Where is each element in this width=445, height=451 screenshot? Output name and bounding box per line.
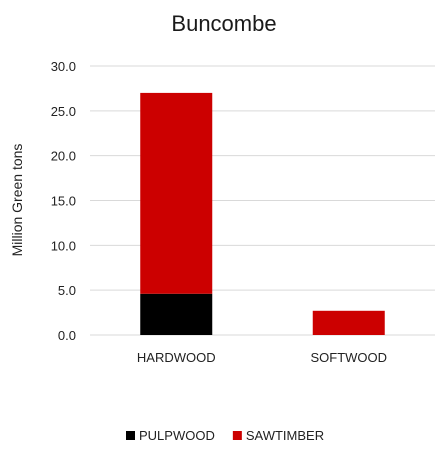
legend-swatch-pulpwood xyxy=(126,431,135,440)
x-tick-label: SOFTWOOD xyxy=(310,350,387,365)
y-tick-label: 5.0 xyxy=(58,283,76,298)
chart-title: Buncombe xyxy=(171,11,276,36)
y-tick-label: 25.0 xyxy=(51,104,76,119)
y-tick-label: 20.0 xyxy=(51,149,76,164)
y-tick-label: 30.0 xyxy=(51,59,76,74)
y-tick-label: 15.0 xyxy=(51,194,76,209)
y-tick-label: 10.0 xyxy=(51,238,76,253)
legend: PULPWOOD SAWTIMBER xyxy=(126,428,324,443)
x-tick-label: HARDWOOD xyxy=(137,350,216,365)
legend-label: PULPWOOD xyxy=(139,428,215,443)
bar-pulpwood-hardwood xyxy=(140,293,213,335)
legend-label: SAWTIMBER xyxy=(246,428,324,443)
y-axis-title: Million Green tons xyxy=(9,144,25,257)
bar-sawtimber-hardwood xyxy=(140,92,213,294)
bars xyxy=(140,92,385,335)
y-axis-ticks: 0.0 5.0 10.0 15.0 20.0 25.0 30.0 xyxy=(51,59,76,343)
x-axis-labels: HARDWOOD SOFTWOOD xyxy=(137,350,387,365)
legend-swatch-sawtimber xyxy=(232,431,242,440)
y-tick-label: 0.0 xyxy=(58,328,76,343)
bar-sawtimber-softwood xyxy=(312,310,385,335)
